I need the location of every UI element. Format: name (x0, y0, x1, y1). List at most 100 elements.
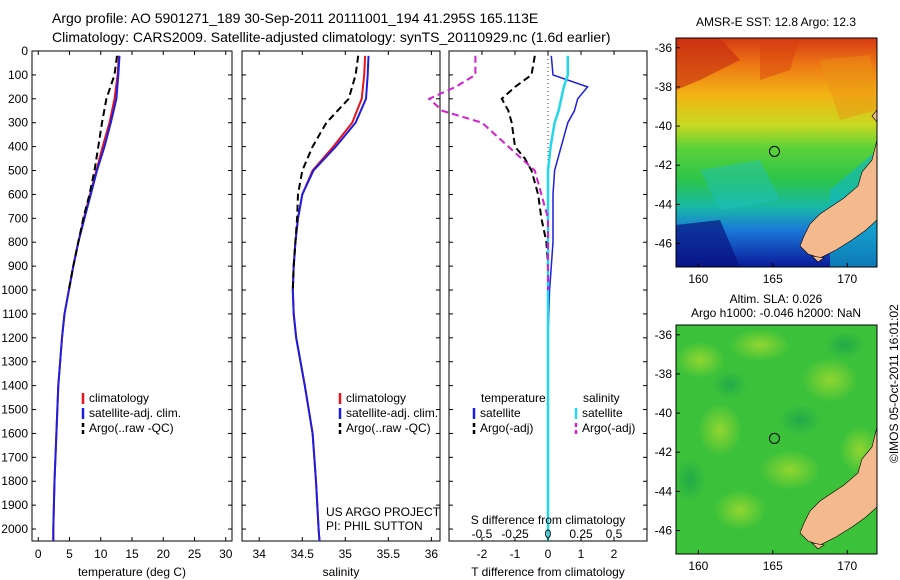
legend-header-salinity: salinity (583, 391, 620, 405)
depth-tick-label: 900 (8, 259, 28, 273)
series-line-satellite-adj-clim- (291, 55, 370, 542)
depth-tick-label: 100 (8, 68, 28, 82)
pi-annotation: US ARGO PROJECT (326, 505, 441, 519)
series-line-satellite-adj-clim- (52, 55, 121, 541)
series-line-climatology (291, 55, 367, 542)
sst-map-image (676, 38, 877, 267)
sst-argo-location-marker (768, 145, 780, 157)
s-diff-tick-label: 0.5 (606, 527, 623, 541)
series-line-salinity-satellite (546, 55, 570, 541)
legend-header-temperature: temperature (481, 391, 546, 405)
x-tick-label: 35.5 (377, 547, 401, 561)
t-diff-tick-label: -1 (510, 547, 521, 561)
series-line-argo-raw-qc- (291, 55, 360, 291)
sst-map-lat-tick-label: -40 (655, 119, 673, 133)
sst-map-lat-tick-label: -36 (655, 41, 673, 55)
sla-map-lat-tick-label: -46 (655, 524, 673, 538)
series-line-salinity-argo-adj- (427, 55, 549, 290)
x-tick-label: 25 (188, 547, 202, 561)
t-diff-axis-label: T difference from climatology (471, 565, 625, 579)
depth-tick-label: 1300 (1, 355, 28, 369)
s-diff-tick-label: -0.25 (501, 527, 529, 541)
depth-tick-label: 0 (21, 44, 28, 58)
sst-map-lat-tick-label: -46 (655, 237, 673, 251)
sst-map-lon-tick-label: 165 (763, 272, 783, 286)
x-tick-label: 36 (425, 547, 439, 561)
x-tick-label: 20 (157, 547, 171, 561)
t-diff-tick-label: -2 (477, 547, 488, 561)
s-diff-tick-label: -0.5 (472, 527, 493, 541)
x-tick-label: 15 (125, 547, 139, 561)
sla-map-lat-tick-label: -44 (655, 484, 673, 498)
sla-map-lon-tick-label: 160 (688, 559, 708, 573)
depth-tick-label: 400 (8, 140, 28, 154)
sla-map-lon-tick-label: 165 (763, 559, 783, 573)
sla-map-title-line-1: Altim. SLA: 0.026 (729, 292, 823, 306)
legend-label: satellite (582, 406, 623, 420)
sst-map-lat-tick-label: -42 (655, 158, 673, 172)
depth-tick-label: 2000 (1, 522, 28, 536)
sla-map-lat-tick-label: -42 (655, 445, 673, 459)
sst-map-lat-tick-label: -44 (655, 197, 673, 211)
pi-annotation: PI: PHIL SUTTON (326, 519, 423, 533)
temperature-x-label: temperature (deg C) (78, 565, 186, 579)
sla-map-frame (675, 324, 878, 555)
series-line-argo-raw-qc- (67, 55, 118, 291)
depth-tick-label: 500 (8, 164, 28, 178)
depth-tick-label: 600 (8, 187, 28, 201)
sla-map-lat-tick-label: -36 (655, 328, 673, 342)
legend-label: Argo(-adj) (480, 421, 533, 435)
depth-tick-label: 700 (8, 211, 28, 225)
t-diff-tick-label: 0 (545, 547, 552, 561)
legend-label: satellite-adj. clim. (346, 406, 438, 420)
depth-tick-label: 1700 (1, 450, 28, 464)
x-tick-label: 35 (339, 547, 353, 561)
sla-argo-location-marker (768, 432, 780, 444)
t-diff-tick-label: 2 (611, 547, 618, 561)
sst-map-lat-tick-label: -38 (655, 80, 673, 94)
sst-map-lon-tick-label: 170 (837, 272, 857, 286)
salinity-x-label: salinity (323, 565, 360, 579)
legend-label: satellite (480, 406, 521, 420)
sla-map-lon-tick-label: 170 (837, 559, 857, 573)
depth-tick-label: 1000 (1, 283, 28, 297)
depth-tick-label: 300 (8, 116, 28, 130)
legend-label: satellite-adj. clim. (89, 406, 181, 420)
x-tick-label: 34 (253, 547, 267, 561)
salinity-panel-frame (241, 50, 441, 542)
s-diff-axis-label: S difference from climatology (471, 513, 626, 527)
x-tick-label: 0 (35, 547, 42, 561)
x-tick-label: 34.5 (291, 547, 315, 561)
plot-title-line-2: Climatology: CARS2009. Satellite-adjuste… (52, 29, 611, 45)
depth-tick-label: 1800 (1, 474, 28, 488)
sla-map-lat-tick-label: -40 (655, 406, 673, 420)
t-diff-tick-label: 1 (578, 547, 585, 561)
sla-map-title-line-2: Argo h1000: -0.046 h2000: NaN (690, 306, 862, 320)
sla-map-image (676, 325, 877, 554)
depth-tick-label: 1900 (1, 498, 28, 512)
plot-title-line-1: Argo profile: AO 5901271_189 30-Sep-2011… (52, 10, 539, 26)
s-diff-tick-label: 0.25 (569, 527, 593, 541)
depth-tick-label: 1100 (2, 307, 28, 321)
legend-label: Argo(..raw -QC) (346, 421, 431, 435)
sst-map-title: AMSR-E SST: 12.8 Argo: 12.3 (695, 15, 857, 29)
sst-map-frame (675, 37, 878, 268)
depth-tick-label: 1200 (1, 331, 28, 345)
depth-tick-label: 1600 (1, 426, 28, 440)
legend-label: Argo(-adj) (582, 421, 635, 435)
depth-tick-label: 1500 (1, 403, 28, 417)
s-diff-tick-label: 0 (545, 527, 552, 541)
sst-map-lon-tick-label: 160 (688, 272, 708, 286)
series-line-temperature-argo-adj- (500, 55, 549, 290)
sla-map-lat-tick-label: -38 (655, 367, 673, 381)
x-tick-label: 10 (94, 547, 108, 561)
depth-tick-label: 1400 (1, 379, 28, 393)
land-south-island (799, 139, 877, 259)
depth-tick-label: 800 (8, 235, 28, 249)
legend-label: Argo(..raw -QC) (89, 421, 174, 435)
legend-label: climatology (89, 391, 149, 405)
land-south-island-sla (799, 426, 877, 546)
x-tick-label: 5 (66, 547, 73, 561)
legend-label: climatology (346, 391, 406, 405)
